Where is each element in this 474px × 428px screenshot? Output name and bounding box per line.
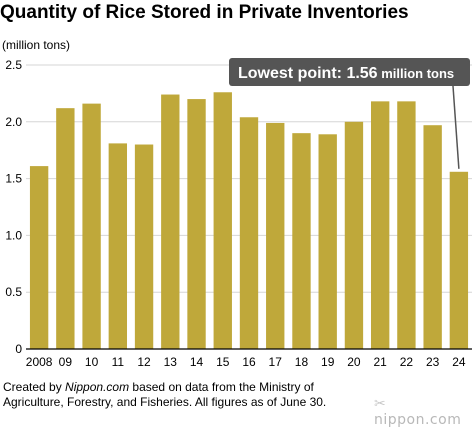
bar [449, 171, 469, 349]
bar [213, 92, 232, 349]
x-tick-label: 11 [112, 355, 125, 369]
y-tick-label: 1.0 [5, 228, 22, 242]
bar [82, 103, 101, 350]
bar [187, 99, 206, 349]
x-tick-label: 10 [85, 355, 99, 369]
y-tick-label: 0.5 [5, 285, 22, 299]
x-tick-label: 09 [59, 355, 73, 369]
y-tick-label: 1.5 [5, 172, 22, 186]
footer-line-2: Agriculture, Forestry, and Fisheries. Al… [3, 395, 327, 409]
bar [266, 122, 285, 349]
bar [370, 101, 390, 350]
y-axis-unit-label: (million tons) [2, 38, 71, 52]
callout-prefix: Lowest point: [238, 65, 346, 82]
x-tick-label: 16 [242, 355, 256, 369]
callout-suffix: million tons [378, 66, 455, 81]
x-tick-label: 22 [400, 355, 414, 369]
chart-title: Quantity of Rice Stored in Private Inven… [0, 2, 409, 23]
bar [108, 143, 128, 349]
x-tick-label: 23 [426, 355, 440, 369]
callout-box [229, 58, 470, 86]
bar [239, 117, 259, 349]
y-tick-label: 0 [15, 342, 22, 356]
x-tick-label: 24 [452, 355, 466, 369]
x-tick-label: 2008 [26, 355, 53, 369]
bar [344, 121, 364, 349]
bar [292, 133, 311, 349]
bar [318, 134, 337, 349]
bar-chart: 0 0.5 1.0 1.5 2.0 2.5 2008 09 10 11 12 13 14 15 16 17 18… [5, 58, 472, 369]
footer-prefix: Created by [3, 380, 66, 394]
callout-text: Lowest point: 1.56 million tons [238, 65, 454, 82]
logo-text: nippon.com [374, 412, 462, 428]
x-tick-label: 20 [347, 355, 361, 369]
x-tick-label: 12 [137, 355, 151, 369]
callout-value: 1.56 [346, 65, 377, 82]
footer-line-1: Created by Nippon.com based on data from… [3, 380, 326, 395]
x-tick-label: 19 [321, 355, 335, 369]
footer-source: based on data from the Ministry of [129, 380, 314, 394]
x-tick-label: 14 [190, 355, 204, 369]
logo-mark-icon: ✂ [374, 396, 387, 412]
x-tick-label: 13 [164, 355, 178, 369]
bar [134, 144, 154, 349]
bar [397, 101, 416, 350]
footer-site-name: Nippon.com [65, 380, 130, 394]
y-tick-label: 2.0 [5, 115, 22, 129]
x-tick-label: 21 [373, 355, 387, 369]
x-tick-label: 17 [269, 355, 283, 369]
footer-credit: Created by Nippon.com based on data from… [3, 380, 326, 410]
y-tick-label: 2.5 [5, 58, 22, 72]
callout-leader-line [452, 85, 460, 169]
bar [423, 125, 442, 349]
bar [56, 108, 75, 349]
bar [29, 166, 49, 349]
x-tick-label: 18 [295, 355, 309, 369]
x-tick-label: 15 [216, 355, 230, 369]
bar [161, 94, 180, 349]
nippon-logo: ✂ nippon.com [374, 396, 474, 428]
